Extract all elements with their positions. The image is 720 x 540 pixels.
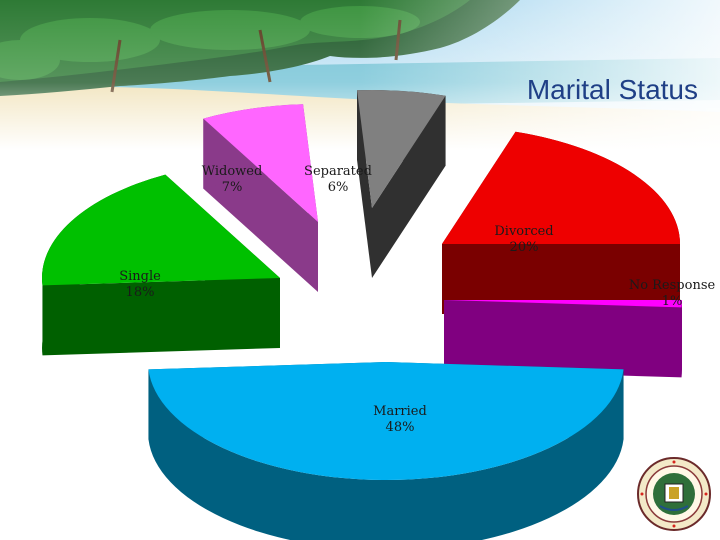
slice-depth-widowed: [203, 104, 318, 292]
slice-married: [148, 362, 624, 480]
pie-depth-layer: [42, 90, 682, 540]
slice-no-response: [444, 300, 682, 308]
slide-title: Marital Status: [526, 74, 698, 105]
slice-depth-no-response: [444, 300, 682, 378]
label-married: Married: [373, 404, 427, 419]
value-single: 18%: [126, 285, 155, 300]
slice-depth-single: [42, 174, 281, 356]
value-separated: 6%: [328, 180, 349, 195]
label-separated: Separated: [304, 164, 372, 179]
value-no-response: 1%: [662, 294, 683, 309]
university-seal-icon: [637, 457, 711, 531]
label-no-response: No Response: [629, 278, 716, 293]
value-widowed: 7%: [222, 180, 243, 195]
slice-single: [42, 174, 280, 286]
value-divorced: 20%: [510, 240, 539, 255]
slice-wall-no-response: [444, 300, 682, 378]
slice-depth-divorced: [442, 131, 680, 314]
slice-depth-separated: [357, 90, 446, 278]
slice-wall-single: [42, 278, 281, 356]
slice-rim-married: [148, 369, 624, 540]
slice-wall-divorced: [442, 244, 680, 314]
label-widowed: Widowed: [202, 164, 263, 179]
slice-separated: [357, 90, 446, 208]
slice-widowed: [203, 104, 318, 222]
label-divorced: Divorced: [494, 224, 553, 239]
value-married: 48%: [386, 420, 415, 435]
slice-depth-married: [148, 362, 624, 540]
label-single: Single: [119, 269, 161, 284]
slice-divorced: [442, 131, 680, 244]
